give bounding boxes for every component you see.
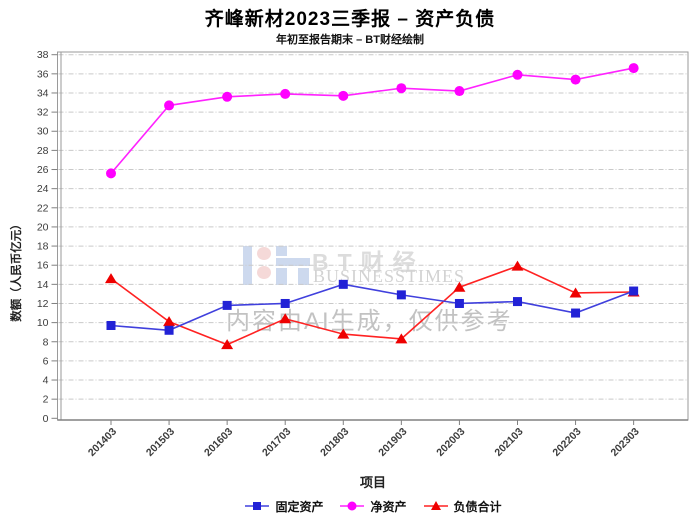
y-tick-label: 22 [37,202,49,214]
y-tick-label: 32 [37,107,49,119]
y-tick-label: 24 [37,183,49,195]
x-tick-label: 202103 [492,426,525,459]
marker-triangle [337,328,350,339]
marker-triangle [569,287,582,298]
marker-square [280,298,290,308]
marker-square [222,300,232,310]
marker-circle [338,90,349,101]
y-tick-label: 28 [37,145,49,157]
chart-title: 齐峰新材2023三季报 – 资产负债 [204,9,496,30]
x-tick-label: 201803 [318,426,351,459]
marker-triangle [453,281,466,292]
legend-item-1: 净资产 [339,498,407,515]
marker-circle [106,168,116,179]
marker-circle [454,86,465,97]
legend-marker-square-icon [245,502,270,510]
y-tick-label: 36 [37,68,49,80]
y-tick-label: 30 [37,126,49,138]
marker-circle [570,74,581,85]
y-axis-title: 数额（人民币亿元） [11,218,23,322]
legend-item-0: 固定资产 [244,498,323,515]
legend-marker-circle-icon [340,501,365,511]
legend-item-2: 负债合计 [423,498,502,515]
y-tick-label: 0 [43,413,49,425]
x-tick-label: 202003 [434,426,467,459]
y-tick-label: 20 [37,221,49,233]
series-2-line [110,265,634,346]
series-1-line [110,67,634,174]
y-tick-label: 2 [43,394,49,406]
marker-circle [628,63,639,74]
x-axis-title: 项目 [359,475,386,490]
legend-label: 固定资产 [275,499,324,514]
y-tick-label: 14 [37,279,49,291]
y-tick-label: 6 [43,355,49,367]
marker-circle [396,83,407,94]
marker-triangle [221,339,234,350]
marker-triangle [279,313,292,324]
chart-subtitle: 年初至报告期末 – BT财经绘制 [276,34,424,46]
marker-square [396,290,406,300]
marker-circle [280,88,291,99]
x-tick-label: 202203 [550,426,583,459]
y-tick-label: 18 [37,241,49,253]
marker-square [338,279,348,289]
y-tick-label: 10 [37,317,49,329]
marker-circle [512,69,523,80]
y-tick-label: 26 [37,164,49,176]
x-tick-label: 202303 [608,426,641,459]
marker-square [571,308,581,318]
x-tick-label: 201503 [144,426,177,459]
marker-triangle [163,316,176,327]
marker-square [164,325,174,335]
chart-legend: 固定资产 净资产 负债合计 [58,496,688,516]
legend-label: 负债合计 [453,499,502,514]
series-0-line [110,283,634,332]
marker-square [512,297,522,307]
plot-border [57,51,689,421]
marker-square [454,298,464,308]
y-tick-label: 12 [37,298,49,310]
marker-triangle [105,273,117,284]
legend-label: 净资产 [370,499,407,514]
y-tick-label: 16 [37,260,49,272]
x-tick-label: 201703 [260,426,293,459]
marker-square [106,320,116,330]
y-tick-label: 4 [43,375,49,387]
legend-marker-triangle-icon [423,501,448,510]
marker-triangle [395,333,408,344]
y-tick-label: 38 [37,49,49,61]
marker-triangle [511,260,524,271]
x-tick-label: 201903 [376,426,409,459]
marker-circle [164,100,175,111]
marker-circle [222,91,233,102]
y-tick-label: 34 [37,87,49,99]
y-tick-label: 8 [43,336,49,348]
x-tick-label: 201403 [86,426,119,459]
x-tick-label: 201603 [202,426,235,459]
marker-square [629,286,639,296]
